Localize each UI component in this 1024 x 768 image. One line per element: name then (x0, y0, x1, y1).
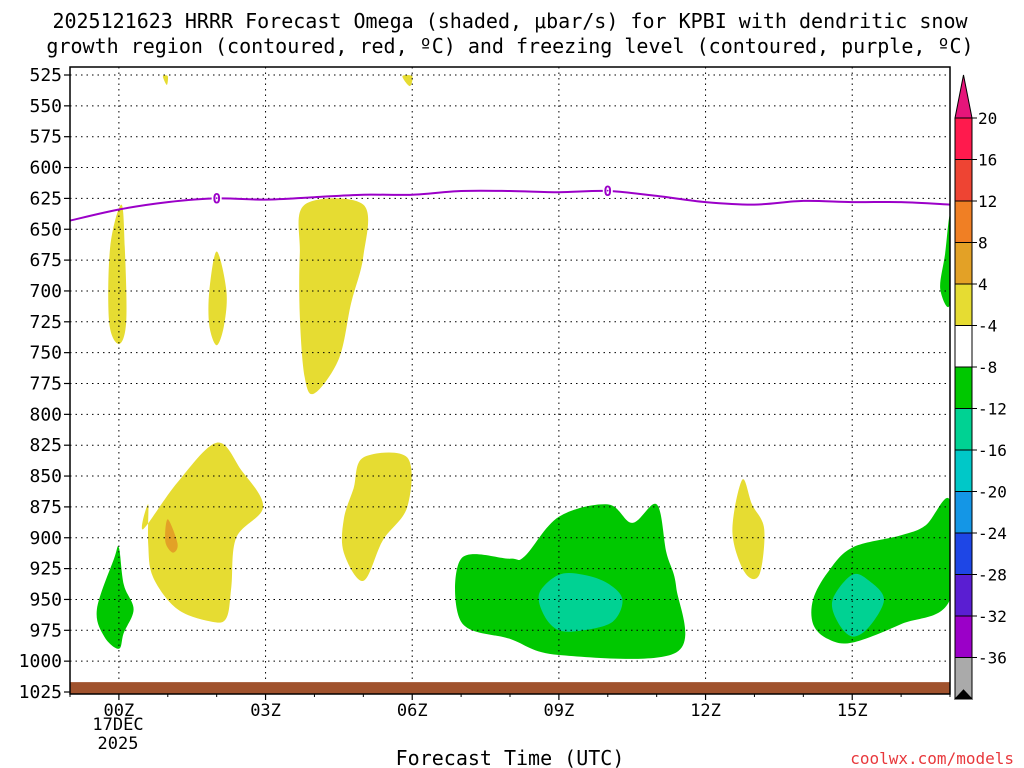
y-tick-label-900: 900 (29, 528, 62, 549)
date-label-day: 17DEC (92, 715, 143, 735)
colorbar-swatch-8 (954, 449, 973, 492)
colorbar-label-20: 20 (978, 109, 997, 128)
omega-region-0 (162, 75, 169, 85)
y-tick-label-775: 775 (29, 374, 62, 395)
y-tick-label-650: 650 (29, 219, 62, 240)
colorbar-swatch-11 (954, 574, 973, 617)
omega-region-5 (141, 442, 264, 623)
colorbar-label-4: 4 (978, 275, 988, 294)
colorbar-swatch-7 (954, 408, 973, 451)
colorbar-label--12: -12 (978, 400, 1007, 419)
y-tick-label-825: 825 (29, 435, 62, 456)
colorbar-top-cap (954, 74, 973, 119)
colorbar-label-12: 12 (978, 192, 997, 211)
omega-region-12 (940, 215, 950, 308)
colorbar-bottom-cap (953, 689, 974, 700)
y-tick-label-925: 925 (29, 559, 62, 580)
colorbar-label--36: -36 (978, 649, 1007, 668)
y-tick-label-575: 575 (29, 127, 62, 148)
omega-shaded-regions (96, 75, 950, 659)
date-label-year: 2025 (98, 734, 139, 754)
freezing-level-label-1: 0 (604, 184, 612, 200)
colorbar-label-8: 8 (978, 234, 988, 253)
chart-title-line-1: 2025121623 HRRR Forecast Omega (shaded, … (52, 9, 968, 33)
y-tick-label-525: 525 (29, 65, 62, 86)
omega-region-11 (811, 497, 950, 644)
y-tick-label-700: 700 (29, 281, 62, 302)
colorbar-label--32: -32 (978, 607, 1007, 626)
colorbar-swatch-5 (954, 325, 973, 368)
omega-region-2 (108, 204, 127, 344)
colorbar-swatch-10 (954, 532, 973, 575)
pressure-axis: 525 550 575 600 625 650 675 700 725 750 775 800 825 8… (19, 65, 70, 703)
colorbar-swatch-0 (954, 117, 973, 160)
y-tick-label-850: 850 (29, 466, 62, 487)
omega-region-8 (165, 519, 178, 553)
x-tick-label-06Z: 06Z (397, 701, 428, 721)
x-tick-label-09Z: 09Z (544, 701, 575, 721)
freezing-level-line (70, 189, 950, 222)
y-tick-label-1000: 1000 (19, 651, 62, 672)
x-tick-label-00Z: 00Z (104, 701, 135, 721)
colorbar-label--24: -24 (978, 524, 1007, 543)
omega-region-6 (341, 452, 412, 582)
y-tick-label-875: 875 (29, 497, 62, 518)
colorbar-swatch-2 (954, 200, 973, 243)
omega-region-3 (208, 251, 227, 346)
x-tick-label-15Z: 15Z (837, 701, 868, 721)
freezing-label-bg-1 (602, 183, 613, 198)
dotted-gridlines (70, 67, 950, 694)
colorbar-label--20: -20 (978, 483, 1007, 502)
colorbar-swatch-9 (954, 491, 973, 534)
site-credit: coolwx.com/models (850, 749, 1014, 768)
omega-region-1 (402, 75, 413, 87)
y-tick-label-625: 625 (29, 188, 62, 209)
y-tick-label-725: 725 (29, 312, 62, 333)
y-tick-label-600: 600 (29, 158, 62, 179)
time-axis: 00Z 03Z 06Z 09Z 12Z 15Z (69, 694, 951, 721)
colorbar-swatch-12 (954, 615, 973, 658)
colorbar-label--16: -16 (978, 441, 1007, 460)
y-tick-label-750: 750 (29, 343, 62, 364)
chart-title-line-2: growth region (contoured, red, ºC) and f… (46, 34, 973, 58)
y-tick-label-675: 675 (29, 250, 62, 271)
y-tick-label-800: 800 (29, 404, 62, 425)
x-tick-label-03Z: 03Z (250, 701, 281, 721)
x-axis-label: Forecast Time (UTC) (396, 746, 625, 768)
colorbar-label--4: -4 (978, 317, 997, 336)
y-tick-label-975: 975 (29, 620, 62, 641)
omega-colorbar: 20 16 12 8 4 -4 -8 -12 -16 -20 -24 -28 -32 -36 (953, 74, 1007, 700)
colorbar-label--8: -8 (978, 358, 997, 377)
colorbar-swatch-4 (954, 283, 973, 326)
omega-region-14 (831, 573, 884, 637)
colorbar-swatch-6 (954, 366, 973, 409)
colorbar-swatch-1 (954, 159, 973, 202)
omega-region-13 (538, 573, 623, 632)
freezing-label-bg-0 (211, 191, 222, 206)
colorbar-swatch-3 (954, 242, 973, 285)
ground-layer (70, 682, 950, 694)
omega-region-9 (96, 546, 134, 649)
omega-region-4 (298, 198, 369, 395)
y-tick-label-1025: 1025 (19, 682, 62, 703)
y-tick-label-550: 550 (29, 96, 62, 117)
ground-fill (70, 682, 950, 694)
omega-region-7 (732, 479, 765, 580)
colorbar-label--28: -28 (978, 566, 1007, 585)
freezing-level-label-0: 0 (212, 191, 220, 207)
y-tick-label-950: 950 (29, 589, 62, 610)
colorbar-label-16: 16 (978, 151, 997, 170)
x-tick-label-12Z: 12Z (690, 701, 721, 721)
